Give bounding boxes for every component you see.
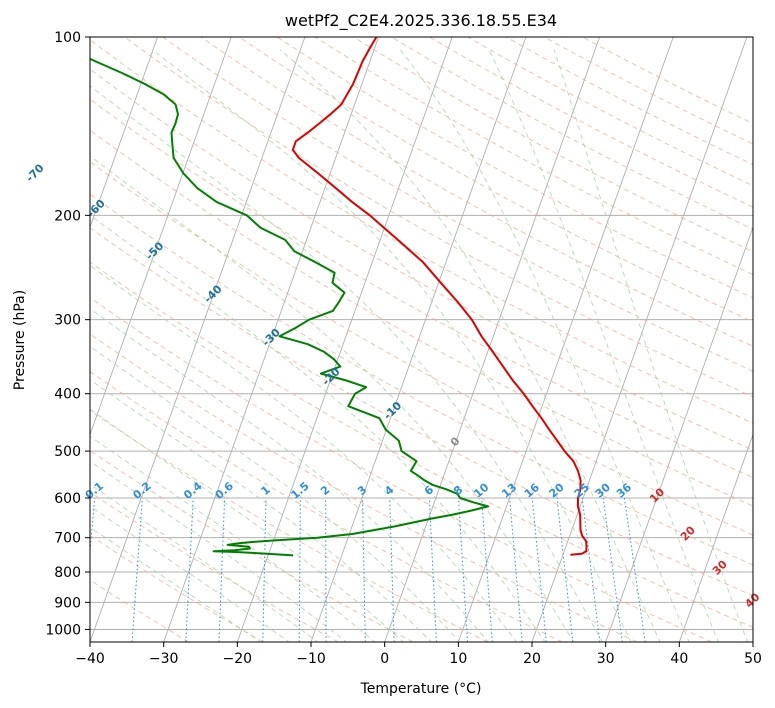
y-tick-label: 900 [54,595,81,611]
plot-area [90,37,753,642]
moist-adiabat-line [90,505,290,642]
y-axis-label: Pressure (hPa) [12,290,28,390]
moist-adiabat-line [488,49,719,642]
mixing-ratio-line [389,497,395,642]
mixing-ratio-line [218,497,226,642]
y-tick-label: 300 [54,313,81,329]
dry-adiabat-line [90,333,638,642]
mixing-ratio-line [602,497,623,642]
x-tick-label: −30 [149,651,179,667]
gridlines [0,37,753,642]
mixing-ratio-line [581,497,601,642]
y-tick-label: 400 [54,387,81,403]
dry-adiabat-line [162,37,753,372]
chart-title: wetPf2_C2E4.2025.336.18.55.E34 [285,11,557,31]
x-tick-label: 50 [744,651,762,667]
moist-adiabat-line [279,49,661,642]
mixing-ratio-line [428,497,437,642]
dry-adiabat-line [238,37,753,323]
moist-adiabat-line [553,49,748,642]
dry-adiabat-line [505,37,753,166]
mixing-ratio-line [531,497,547,642]
dewpoint-line [90,57,490,557]
dry-adiabat-line [467,37,753,187]
moist-adiabat-line [399,49,690,642]
isotherm-line [0,37,10,642]
x-axis: −40 −30 −20 −10 0 10 20 30 40 50 [75,642,762,667]
x-tick-label: 40 [670,651,688,667]
y-tick-label: 800 [54,565,81,581]
plot-background [90,37,753,642]
isotherm-line [678,433,753,642]
mixing-ratio-line [131,497,143,642]
x-axis-label: Temperature (°C) [360,681,482,697]
mixing-ratio-line [623,497,646,642]
dry-adiabat-line [200,37,753,347]
x-tick-label: −10 [296,651,326,667]
x-tick-label: 20 [523,651,541,667]
x-tick-label: −40 [75,651,105,667]
dry-adiabat-line [124,37,753,398]
x-tick-label: 0 [380,651,389,667]
y-tick-label: 100 [54,30,81,46]
dry-adiabat-line [276,37,753,299]
mixing-ratio-line [262,498,267,642]
isotherm-line [90,37,306,642]
isotherm-label: -70 [23,161,46,184]
series-layer [90,37,588,557]
temperature-line [291,37,588,556]
moist-adiabat-line [90,85,603,642]
moist-adiabat-line [90,345,461,642]
isotherm-line [457,37,674,642]
mixing-ratio-line [556,497,574,642]
dry-adiabat-line [90,129,753,507]
mixing-ratio-line [481,497,493,642]
dry-adiabat-line [90,261,753,628]
moist-adiabat-line [90,483,319,642]
y-tick-label: 200 [54,208,81,224]
x-tick-label: 30 [597,651,615,667]
mixing-ratio-line [185,497,194,642]
moist-adiabat-line [90,435,376,642]
mixing-ratio-line [457,497,469,642]
dry-adiabat-line [90,491,339,642]
dry-adiabat-line [90,98,753,479]
y-tick-label: 700 [54,531,81,547]
isotherm-line [752,640,753,642]
dry-adiabat-line [90,161,753,536]
moist-adiabat-line [90,308,489,642]
plot-frame [89,36,754,643]
dry-adiabat-line [391,37,753,230]
y-tick-label: 600 [54,491,81,507]
y-axis: 100 200 300 400 500 600 700 800 900 1000 [45,30,90,638]
y-tick-label: 500 [54,444,81,460]
isotherm-line [163,37,380,642]
x-tick-label: −20 [223,651,253,667]
isotherm-line [384,37,601,642]
mixing-ratio-line [362,498,366,642]
isotherm-line [90,37,232,436]
moist-adiabat-line [151,49,632,642]
isotherm-line [531,37,748,642]
isotherm-line [90,37,159,229]
dry-adiabat-line [90,297,712,642]
moist-adiabat-line [90,155,575,642]
x-tick-label: 10 [449,651,467,667]
dry-adiabat-line [90,450,414,642]
moist-adiabat-line [90,408,404,642]
moist-adiabat-line [90,526,262,642]
isotherm-line [605,225,753,642]
mixing-ratio-line [90,497,96,557]
mixing-ratio-line [509,497,523,642]
y-tick-label: 1000 [45,622,81,638]
